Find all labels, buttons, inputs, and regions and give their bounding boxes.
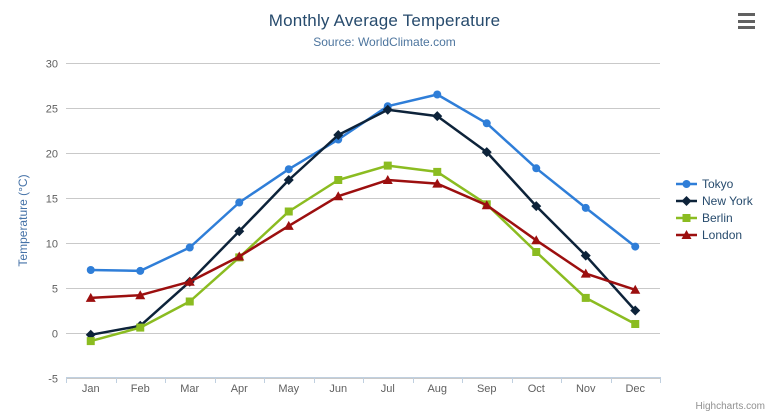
y-axis-label: 5 [52,284,58,296]
legend-marker-diamond-icon [676,195,697,206]
legend-label: New York [702,193,753,208]
marker-square [433,167,442,176]
series-new-york-line[interactable] [89,108,637,337]
marker-square [284,207,293,216]
hamburger-icon [737,19,755,23]
x-axis-label: Jan [82,383,100,395]
legend-item-new-york[interactable]: New York [676,192,753,209]
marker-square [383,161,392,170]
y-axis-label: 25 [46,104,58,116]
marker-circle [631,242,640,251]
marker-circle [284,165,293,174]
marker-square [581,293,590,302]
chart-subtitle: Source: WorldClimate.com [313,35,456,49]
marker-diamond [531,201,542,212]
legend-marker-square-icon [676,213,697,222]
marker-circle [235,198,244,207]
y-axis-label: 20 [46,149,58,161]
chart-title: Monthly Average Temperature [268,11,501,30]
marker-circle [86,266,95,274]
legend: Tokyo New York Berlin London [676,175,753,243]
marker-triangle [432,178,443,188]
x-axis-label: May [278,383,299,395]
x-axis-label: Jun [329,383,347,395]
marker-triangle [85,292,96,302]
series-tokyo-line[interactable] [89,93,637,273]
y-axis-label: 15 [46,194,58,206]
legend-label: Berlin [702,210,733,225]
marker-circle [482,119,491,128]
x-axis-label: Oct [528,383,545,395]
x-axis-label: Apr [231,383,248,395]
y-axis-label: 30 [46,59,58,71]
marker-triangle [333,191,344,201]
x-axis-label: Aug [427,383,447,395]
marker-diamond [382,104,393,115]
hamburger-icon [737,26,755,29]
legend-item-london[interactable]: London [676,226,753,243]
legend-marker-circle-icon [676,179,697,188]
legend-item-berlin[interactable]: Berlin [676,209,753,226]
legend-label: Tokyo [702,176,734,191]
marker-diamond [432,111,443,122]
marker-square [136,323,145,332]
x-axis-label: Nov [576,383,596,395]
legend-item-tokyo[interactable]: Tokyo [676,175,753,192]
x-axis-label: Jul [381,383,395,395]
marker-diamond [630,305,641,316]
marker-circle [581,203,590,212]
legend-label: London [702,227,743,242]
hamburger-icon [737,13,755,16]
marker-triangle [531,235,542,245]
marker-triangle [283,220,294,230]
marker-square [185,297,194,306]
x-axis-label: Mar [180,383,199,395]
marker-diamond [283,175,294,185]
marker-square [532,248,541,256]
marker-circle [136,266,145,275]
marker-diamond [580,250,591,261]
credits-link[interactable]: Highcharts.com [695,401,765,412]
x-axis-label: Feb [131,383,150,395]
marker-triangle [382,175,393,184]
marker-diamond [333,130,344,140]
marker-diamond [481,147,492,158]
marker-square [334,176,343,184]
y-axis-label: 10 [46,239,58,251]
series-berlin-line[interactable] [89,164,637,343]
y-axis-label: 0 [52,329,58,341]
marker-circle [532,164,541,173]
marker-triangle [234,251,245,261]
marker-circle [433,90,442,99]
x-axis-label: Sep [477,383,497,395]
marker-square [631,320,640,328]
export-menu-button[interactable] [736,12,756,30]
x-axis-label: Dec [625,383,645,395]
marker-triangle [630,284,641,294]
marker-circle [185,243,194,252]
marker-triangle [481,200,492,210]
legend-marker-triangle-icon [676,229,697,239]
marker-diamond [234,226,245,237]
marker-square [86,337,95,346]
series-london-line[interactable] [89,178,637,300]
marker-triangle [184,276,195,286]
y-axis-label: -5 [48,374,58,386]
marker-triangle [135,290,146,300]
marker-triangle [580,268,591,278]
y-axis-title: Temperature (°C) [16,174,30,266]
